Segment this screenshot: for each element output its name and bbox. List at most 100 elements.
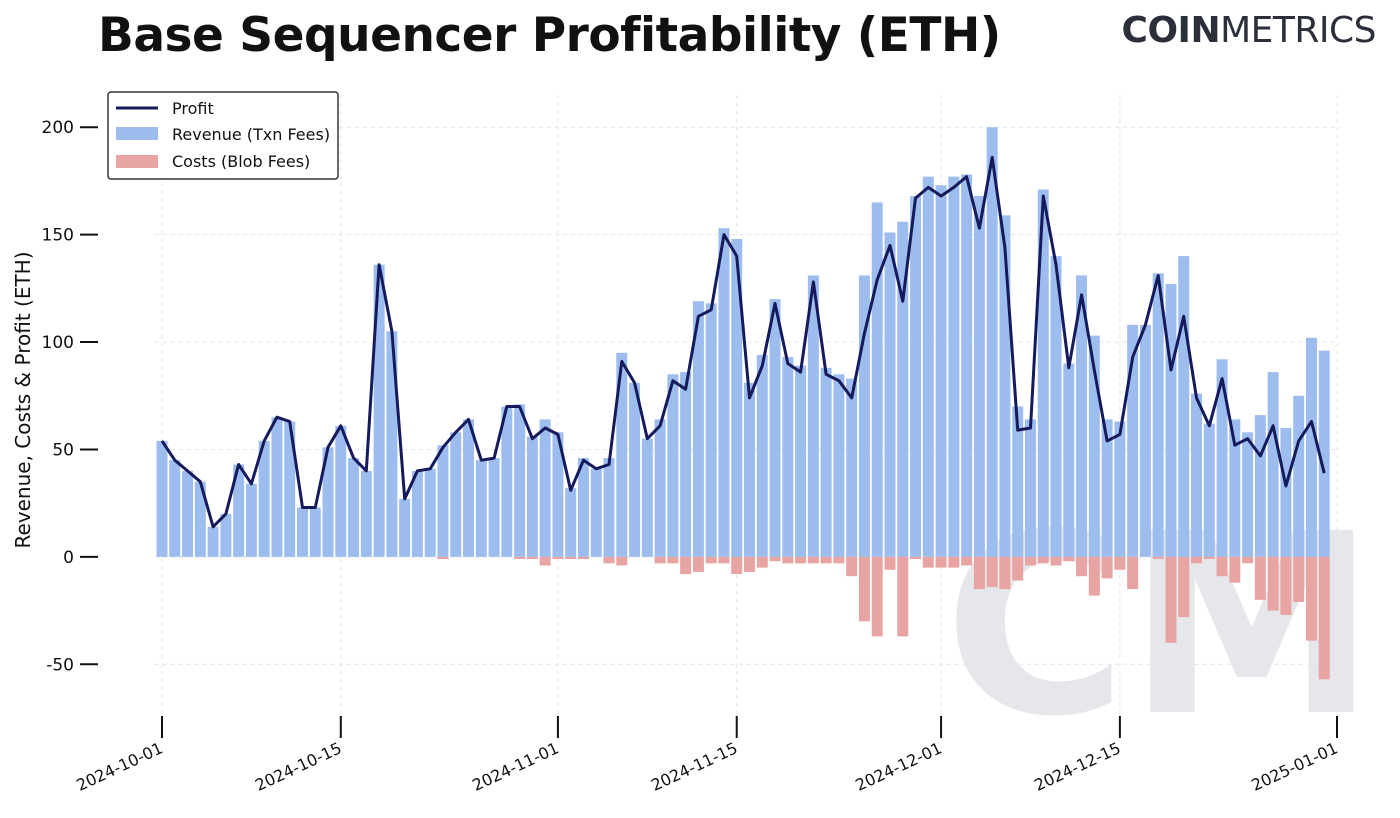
revenue-bar [782, 357, 794, 557]
revenue-bar [1063, 363, 1075, 557]
legend: Profit Revenue (Txn Fees) Costs (Blob Fe… [107, 91, 339, 180]
legend-box [107, 91, 339, 180]
revenue-bar [1267, 372, 1279, 557]
cost-bar [782, 556, 794, 564]
revenue-bar [641, 438, 653, 557]
revenue-bar [1101, 419, 1113, 557]
revenue-bar [1076, 275, 1088, 557]
cost-bar [935, 556, 947, 568]
cost-bar [1203, 556, 1215, 560]
x-tick-label: 2024-11-01 [469, 738, 561, 795]
revenue-bar [935, 185, 947, 557]
cost-bar [986, 556, 998, 587]
cost-bar [948, 556, 960, 568]
revenue-bar [1293, 395, 1305, 557]
cost-bar [858, 556, 870, 622]
cost-bar [539, 556, 551, 566]
revenue-bar [1305, 337, 1317, 557]
revenue-bar [488, 458, 500, 557]
revenue-bar [846, 378, 858, 557]
revenue-bar [858, 275, 870, 557]
cost-bar [1318, 556, 1330, 680]
cost-bar [514, 556, 526, 560]
cost-bar [1088, 556, 1100, 596]
cost-bar [565, 556, 577, 560]
cost-bar [1216, 556, 1228, 577]
cost-bar [769, 556, 781, 562]
cost-bar [1063, 556, 1075, 562]
cost-bar [667, 556, 679, 564]
cost-bar [973, 556, 985, 590]
cost-bar [1037, 556, 1049, 564]
revenue-bar [1050, 256, 1062, 557]
revenue-bar [833, 374, 845, 557]
x-tick-label: 2024-10-01 [73, 738, 165, 795]
revenue-bar [1024, 419, 1036, 557]
x-tick-label: 2024-12-01 [852, 738, 944, 795]
y-tick-label: 100 [42, 333, 74, 353]
revenue-bar [795, 365, 807, 557]
revenue-bar [437, 445, 449, 557]
revenue-bar [1280, 427, 1292, 557]
revenue-bar [552, 432, 564, 557]
revenue-bar [986, 127, 998, 557]
revenue-bar [654, 419, 666, 557]
revenue-bar [731, 238, 743, 557]
cost-bar [718, 556, 730, 564]
revenue-bar [705, 303, 717, 557]
cost-bar [1076, 556, 1088, 577]
logo-bold-text: COIN [1121, 10, 1221, 51]
revenue-bar [348, 458, 360, 557]
revenue-bar [284, 421, 296, 557]
revenue-bar [1216, 359, 1228, 557]
cost-bar [705, 556, 717, 564]
revenue-bar [1191, 393, 1203, 557]
cost-bar [833, 556, 845, 564]
cost-bar [999, 556, 1011, 590]
y-axis: -50 0 50 100 150 200 [42, 118, 98, 675]
cost-bar [1165, 556, 1177, 643]
x-tick-label: 2024-10-15 [252, 738, 344, 795]
cost-bar [1293, 556, 1305, 602]
revenue-bar [667, 374, 679, 557]
revenue-bar [373, 264, 385, 557]
cost-bar [437, 556, 449, 560]
revenue-bar [182, 470, 194, 557]
y-axis-label: Revenue, Costs & Profit (ETH) [11, 251, 35, 548]
revenue-bar [271, 417, 283, 557]
revenue-bar [386, 331, 398, 557]
revenue-bar [616, 352, 628, 557]
revenue-bar [718, 228, 730, 557]
revenue-bar [999, 215, 1011, 557]
revenue-bar [463, 419, 475, 557]
revenue-bar [1127, 324, 1139, 557]
revenue-bar [948, 176, 960, 557]
cost-bar [552, 556, 564, 560]
cost-bar [884, 556, 896, 570]
cost-bar [744, 556, 755, 572]
revenue-bar [973, 195, 985, 557]
y-tick-label: 50 [52, 440, 74, 460]
revenue-bar [360, 470, 372, 557]
cost-bar [1242, 556, 1254, 564]
revenue-bar [1139, 324, 1151, 557]
cost-bar [526, 556, 538, 560]
revenue-bar [169, 460, 181, 557]
revenue-bar [910, 195, 922, 557]
cost-bar [897, 556, 909, 637]
revenue-bar [194, 481, 206, 557]
y-tick-label: -50 [46, 655, 74, 675]
revenue-bar [820, 367, 832, 557]
cost-bar [1267, 556, 1279, 611]
revenue-bar [156, 440, 168, 557]
revenue-bars [156, 127, 1330, 557]
revenue-bar [1152, 273, 1164, 557]
revenue-bar [411, 470, 423, 557]
revenue-bar [1254, 415, 1266, 557]
cost-bars [437, 556, 1330, 680]
revenue-bar [1012, 406, 1024, 557]
legend-label-profit: Profit [172, 99, 214, 118]
cost-bar [1191, 556, 1203, 564]
revenue-bar [322, 447, 334, 557]
